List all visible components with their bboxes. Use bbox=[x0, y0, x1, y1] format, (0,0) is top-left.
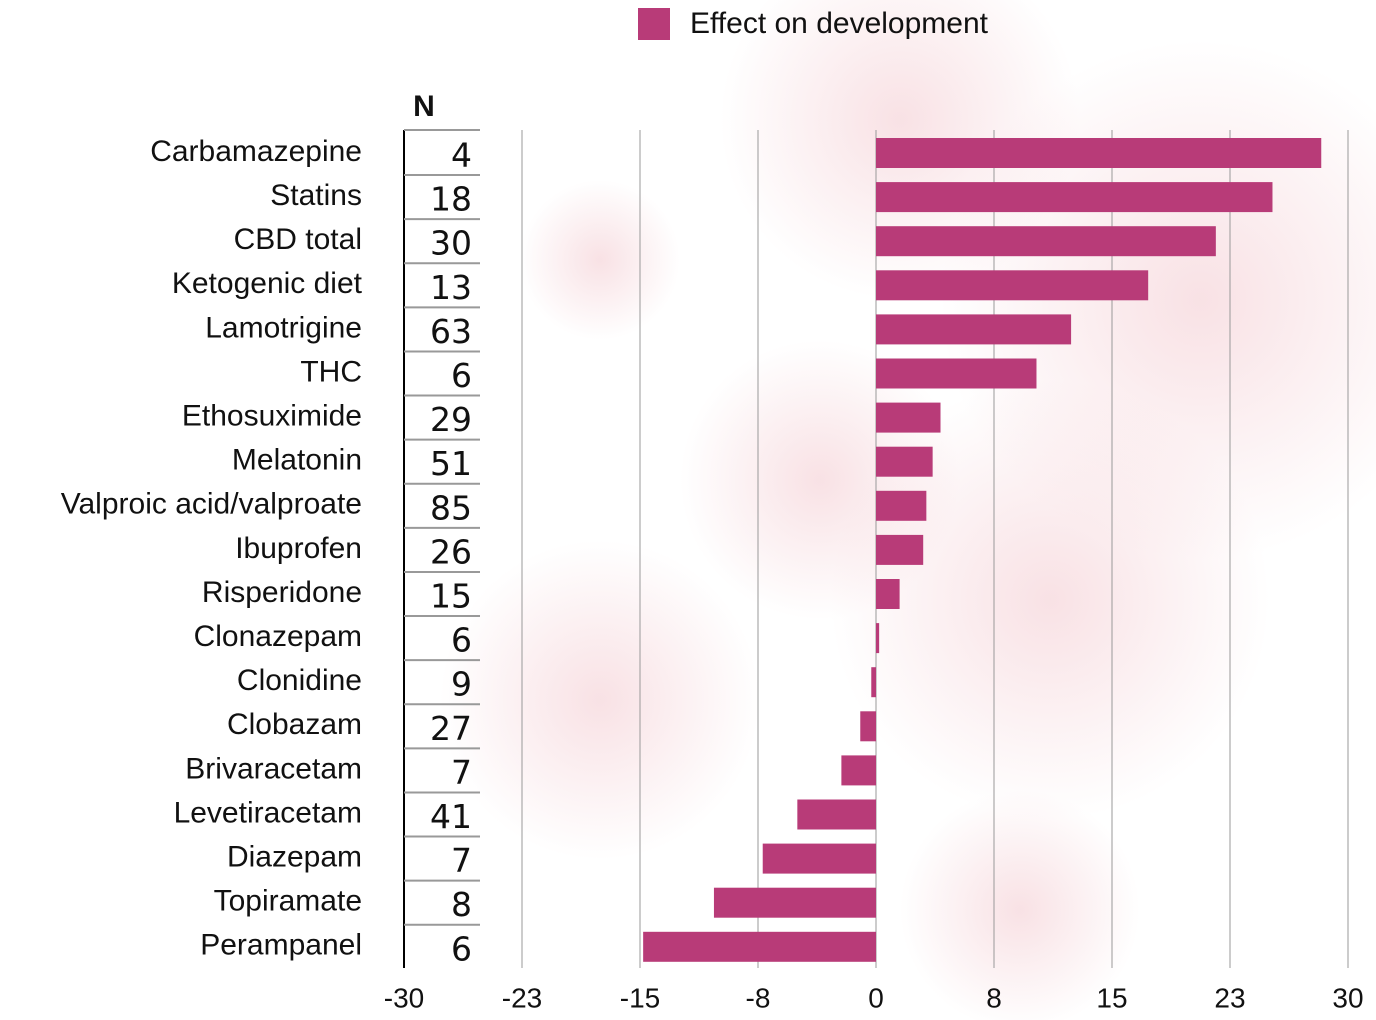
bar bbox=[876, 226, 1216, 256]
y-tick-label: Diazepam bbox=[227, 841, 362, 874]
y-tick-label: Perampanel bbox=[200, 929, 362, 962]
n-value: 85 bbox=[430, 488, 472, 527]
y-tick-label: Carbamazepine bbox=[150, 135, 362, 168]
y-tick-label: Clonidine bbox=[237, 664, 362, 697]
bar bbox=[871, 667, 876, 697]
n-value: 63 bbox=[430, 312, 472, 351]
n-value: 6 bbox=[451, 356, 472, 395]
y-tick-label: Lamotrigine bbox=[205, 311, 362, 344]
n-value: 13 bbox=[430, 268, 472, 307]
n-value: 30 bbox=[430, 224, 472, 263]
y-tick-label: Levetiracetam bbox=[174, 796, 362, 829]
y-tick-label: Valproic acid/valproate bbox=[61, 488, 362, 521]
bar bbox=[876, 138, 1321, 168]
n-value: 26 bbox=[430, 532, 472, 571]
y-tick-label: Topiramate bbox=[214, 885, 362, 918]
y-tick-label: Clobazam bbox=[227, 708, 362, 741]
bar bbox=[841, 755, 876, 785]
x-tick-label: 8 bbox=[986, 982, 1002, 1013]
bar bbox=[876, 182, 1272, 212]
bar bbox=[763, 844, 876, 874]
n-value: 6 bbox=[451, 929, 472, 968]
y-tick-label: Ketogenic diet bbox=[172, 267, 363, 300]
x-tick-label: 0 bbox=[868, 982, 884, 1013]
x-tick-label: -15 bbox=[620, 982, 660, 1013]
bar bbox=[876, 623, 879, 653]
n-value: 27 bbox=[430, 709, 472, 748]
n-header: N bbox=[413, 90, 435, 123]
x-tick-label: 30 bbox=[1332, 982, 1363, 1013]
bar bbox=[876, 403, 941, 433]
bar bbox=[876, 359, 1036, 389]
y-tick-label: Clonazepam bbox=[194, 620, 362, 653]
bar bbox=[860, 711, 876, 741]
n-value: 51 bbox=[430, 444, 472, 483]
legend-swatch bbox=[638, 8, 670, 40]
x-tick-label: -30 bbox=[384, 982, 424, 1013]
y-tick-label: Ibuprofen bbox=[235, 532, 362, 565]
n-value: 18 bbox=[430, 180, 472, 219]
n-value: 7 bbox=[451, 753, 472, 792]
n-value: 7 bbox=[451, 841, 472, 880]
y-tick-label: Risperidone bbox=[202, 576, 362, 609]
legend-label: Effect on development bbox=[690, 7, 989, 40]
chart: Effect on development N -30 -23 -15 -8 0 8 15 2… bbox=[0, 0, 1376, 1020]
x-tick-label: 23 bbox=[1214, 982, 1245, 1013]
bar bbox=[876, 491, 926, 521]
n-value: 41 bbox=[430, 797, 472, 836]
y-tick-label: Statins bbox=[270, 179, 362, 212]
bar bbox=[876, 535, 923, 565]
y-tick-label: CBD total bbox=[234, 223, 362, 256]
bar bbox=[876, 270, 1148, 300]
bar bbox=[714, 888, 876, 918]
n-value: 15 bbox=[430, 577, 472, 616]
n-value: 9 bbox=[451, 665, 472, 704]
x-tick-label: -8 bbox=[746, 982, 771, 1013]
y-tick-label: Brivaracetam bbox=[185, 752, 362, 785]
y-tick-label: THC bbox=[300, 355, 362, 388]
n-value: 8 bbox=[451, 885, 472, 924]
x-tick-label: 15 bbox=[1096, 982, 1127, 1013]
bar bbox=[876, 579, 900, 609]
y-tick-label: Melatonin bbox=[232, 444, 362, 477]
n-value: 4 bbox=[451, 136, 472, 175]
bar bbox=[876, 447, 933, 477]
bar bbox=[876, 314, 1071, 344]
y-tick-label: Ethosuximide bbox=[182, 400, 362, 433]
n-value: 6 bbox=[451, 621, 472, 660]
x-tick-label: -23 bbox=[502, 982, 542, 1013]
bar bbox=[643, 932, 876, 962]
n-value: 29 bbox=[430, 400, 472, 439]
bar bbox=[797, 800, 876, 830]
